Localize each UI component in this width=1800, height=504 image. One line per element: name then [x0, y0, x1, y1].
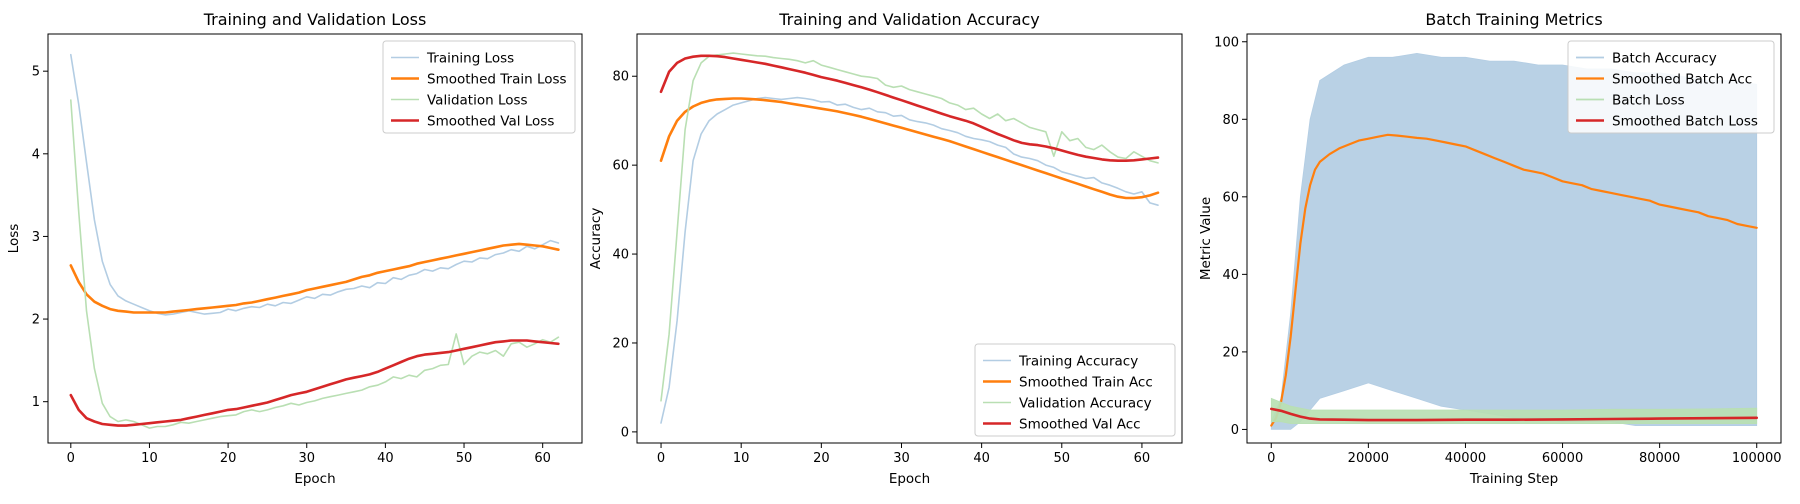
y-tick-label: 60 [612, 159, 629, 174]
series-line-4 [69, 339, 560, 427]
series-line-4 [1270, 407, 1758, 422]
y-axis-label: Metric Value [1198, 197, 1214, 280]
y-tick-label: 3 [32, 230, 40, 245]
legend-label: Smoothed Batch Loss [1612, 114, 1758, 130]
x-tick-label: 0 [67, 451, 75, 466]
series-line-2 [69, 242, 560, 314]
plot-area [1270, 52, 1758, 430]
y-tick-label: 0 [621, 425, 629, 440]
x-axis-label: Training Step [1469, 471, 1558, 487]
y-tick-label: 100 [1214, 35, 1239, 50]
y-tick-label: 80 [612, 70, 629, 85]
series-line-1 [660, 96, 1159, 424]
y-tick-label: 0 [1231, 423, 1239, 438]
x-tick-label: 40 [973, 451, 990, 466]
series-band-1 [1270, 52, 1758, 430]
legend-label: Smoothed Batch Acc [1612, 72, 1752, 88]
series-line-3 [660, 52, 1159, 402]
legend: Training Loss Smoothed Train Loss Validati… [382, 40, 576, 134]
legend-label: Smoothed Val Acc [1019, 417, 1141, 433]
x-tick-label: 10 [141, 451, 158, 466]
series-line-3 [70, 99, 560, 429]
x-tick-label: 100000 [1732, 451, 1782, 466]
plot-area [659, 52, 1160, 424]
series-line-2 [1270, 133, 1758, 427]
x-tick-label: 40 [377, 451, 394, 466]
y-tick-label: 4 [32, 147, 40, 162]
chart-title: Training and Validation Loss [203, 10, 427, 29]
legend-label: Training Loss [426, 51, 514, 67]
axes-frame [636, 33, 1183, 444]
legend-box [974, 343, 1176, 437]
x-tick-label: 10 [733, 451, 750, 466]
axes-frame [47, 33, 583, 444]
legend: Training Accuracy Smoothed Train Acc Valid… [974, 343, 1176, 437]
x-tick-label: 30 [298, 451, 315, 466]
y-tick-label: 20 [1222, 345, 1239, 360]
series-line-2 [659, 97, 1160, 200]
x-tick-label: 0 [1267, 451, 1275, 466]
x-axis-label: Epoch [889, 471, 930, 487]
legend-label: Batch Accuracy [1612, 51, 1717, 67]
x-tick-label: 0 [657, 451, 665, 466]
x-tick-label: 60 [1134, 451, 1151, 466]
x-tick-label: 30 [893, 451, 910, 466]
x-tick-label: 20 [813, 451, 830, 466]
legend-label: Training Accuracy [1018, 354, 1138, 370]
y-tick-label: 2 [32, 313, 40, 328]
x-axis-label: Epoch [294, 471, 335, 487]
y-tick-label: 80 [1222, 113, 1239, 128]
legend-label: Validation Accuracy [1019, 396, 1152, 412]
y-tick-label: 1 [32, 395, 40, 410]
x-tick-label: 20000 [1348, 451, 1389, 466]
y-tick-label: 40 [612, 248, 629, 263]
x-tick-label: 50 [1054, 451, 1071, 466]
legend-label: Smoothed Train Acc [1019, 375, 1153, 391]
y-tick-label: 5 [32, 65, 40, 80]
legend-label: Batch Loss [1612, 93, 1685, 109]
chart-panel-1: 0 10 20 30 40 50 60 1 2 3 4 5 Training and Validatio… [6, 10, 583, 487]
chart-panel-2: 0 10 20 30 40 50 60 0 20 40 60 80 Training and Valid… [588, 10, 1183, 487]
x-tick-label: 80000 [1639, 451, 1680, 466]
legend-label: Smoothed Val Loss [427, 114, 554, 130]
y-tick-label: 60 [1222, 190, 1239, 205]
chart-title: Batch Training Metrics [1425, 10, 1602, 29]
legend-box [382, 40, 576, 134]
x-tick-label: 50 [456, 451, 473, 466]
y-axis-label: Accuracy [588, 208, 604, 270]
y-tick-label: 20 [612, 336, 629, 351]
series-line-4 [659, 54, 1160, 162]
legend-box [1567, 40, 1775, 134]
legend-label: Validation Loss [427, 93, 528, 109]
x-tick-label: 60 [534, 451, 551, 466]
x-tick-label: 60000 [1542, 451, 1583, 466]
x-tick-label: 20 [220, 451, 237, 466]
y-axis-label: Loss [6, 224, 22, 254]
legend-label: Smoothed Train Loss [427, 72, 567, 88]
axes-frame [1246, 33, 1782, 444]
chart-panel-3: 0 20000 40000 60000 80000 100000 0 20 40 60 80 100 B… [1198, 10, 1782, 487]
y-tick-label: 40 [1222, 268, 1239, 283]
chart-title: Training and Validation Accuracy [778, 10, 1040, 29]
series-band-3 [1270, 397, 1758, 424]
x-tick-label: 40000 [1445, 451, 1486, 466]
plot-area [69, 53, 560, 429]
legend: Batch Accuracy Smoothed Batch Acc Batch Lo… [1567, 40, 1775, 134]
